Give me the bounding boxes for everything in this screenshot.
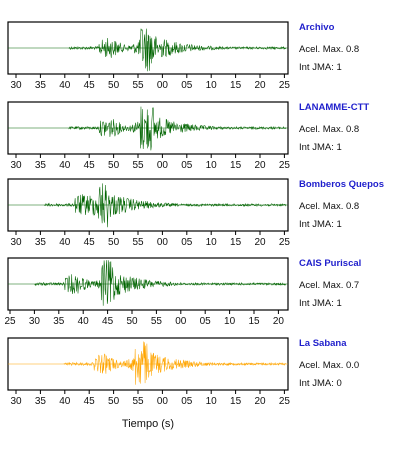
x-tick-label: 15 <box>248 316 260 327</box>
x-tick-label: 40 <box>59 160 71 171</box>
x-tick-label: 50 <box>108 160 120 171</box>
accel-max: Acel. Max. 0.8 <box>299 124 359 135</box>
x-tick-label: 10 <box>224 316 236 327</box>
x-tick-label: 45 <box>84 396 96 407</box>
x-tick-label: 20 <box>254 396 266 407</box>
x-tick-label: 00 <box>157 80 169 91</box>
x-tick-label: 20 <box>254 237 266 248</box>
waveform <box>44 183 287 228</box>
x-tick-label: 50 <box>108 237 120 248</box>
jma-intensity: Int JMA: 0 <box>299 378 342 389</box>
x-tick-label: 35 <box>35 237 47 248</box>
x-tick-label: 35 <box>35 160 47 171</box>
x-tick-label: 15 <box>230 396 242 407</box>
x-tick-label: 50 <box>126 316 138 327</box>
x-tick-label: 55 <box>132 237 144 248</box>
accel-max: Acel. Max. 0.8 <box>299 44 359 55</box>
x-tick-label: 55 <box>132 396 144 407</box>
x-axis-label: Tiempo (s) <box>122 418 174 430</box>
x-tick-label: 50 <box>108 396 120 407</box>
x-tick-label: 40 <box>59 80 71 91</box>
panel-2: 30 35 40 45 50 55 00 05 10 15 20 25 Bomberos Quepos A… <box>7 178 384 248</box>
panel-4: 30 35 40 45 50 55 00 05 10 15 20 25 La Sabana Acel. M… <box>7 337 359 407</box>
waveform <box>63 341 287 385</box>
x-tick-label: 30 <box>10 237 22 248</box>
x-tick-label: 30 <box>10 160 22 171</box>
panel-1: 30 35 40 45 50 55 00 05 10 15 20 25 LANAMME-CTT Acel.… <box>7 101 369 171</box>
x-tick-label: 20 <box>254 80 266 91</box>
x-tick-label: 15 <box>230 80 242 91</box>
x-tick-label: 40 <box>59 396 71 407</box>
x-tick-label: 50 <box>108 80 120 91</box>
x-tick-label: 25 <box>279 160 291 171</box>
panels: 30 35 40 45 50 55 00 05 10 15 20 25 Archivo Acel. Max… <box>4 21 384 407</box>
x-tick-label: 45 <box>84 237 96 248</box>
panel-0: 30 35 40 45 50 55 00 05 10 15 20 25 Archivo Acel. Max… <box>7 21 359 91</box>
x-tick-label: 05 <box>181 160 193 171</box>
x-tick-label: 45 <box>84 160 96 171</box>
x-tick-label: 00 <box>157 237 169 248</box>
x-tick-label: 25 <box>4 316 16 327</box>
x-tick-label: 00 <box>157 396 169 407</box>
station-name: Bomberos Quepos <box>299 179 384 190</box>
x-tick-label: 55 <box>151 316 163 327</box>
x-tick-label: 05 <box>200 316 212 327</box>
x-tick-label: 30 <box>29 316 41 327</box>
x-tick-label: 20 <box>254 160 266 171</box>
x-tick-label: 05 <box>181 396 193 407</box>
x-tick-label: 15 <box>230 237 242 248</box>
x-tick-label: 30 <box>10 396 22 407</box>
jma-intensity: Int JMA: 1 <box>299 298 342 309</box>
accel-max: Acel. Max. 0.7 <box>299 280 359 291</box>
x-tick-label: 30 <box>10 80 22 91</box>
x-tick-label: 35 <box>35 80 47 91</box>
station-name: CAIS Puriscal <box>299 258 361 269</box>
jma-intensity: Int JMA: 1 <box>299 219 342 230</box>
jma-intensity: Int JMA: 1 <box>299 62 342 73</box>
waveform <box>68 28 287 72</box>
x-tick-label: 10 <box>206 237 218 248</box>
x-tick-label: 45 <box>84 80 96 91</box>
x-tick-label: 45 <box>102 316 114 327</box>
station-name: Archivo <box>299 22 335 33</box>
accel-max: Acel. Max. 0.8 <box>299 201 359 212</box>
x-tick-label: 10 <box>206 80 218 91</box>
jma-intensity: Int JMA: 1 <box>299 142 342 153</box>
x-tick-label: 40 <box>59 237 71 248</box>
x-tick-label: 25 <box>279 80 291 91</box>
x-tick-label: 15 <box>230 160 242 171</box>
station-name: La Sabana <box>299 338 347 349</box>
x-tick-label: 55 <box>132 80 144 91</box>
x-tick-label: 10 <box>206 396 218 407</box>
x-tick-label: 25 <box>279 237 291 248</box>
x-tick-label: 05 <box>181 237 193 248</box>
x-tick-label: 10 <box>206 160 218 171</box>
x-tick-label: 55 <box>132 160 144 171</box>
x-tick-label: 25 <box>279 396 291 407</box>
panel-3: 25 30 35 40 45 50 55 00 05 10 15 20 CAIS Puriscal Ace… <box>4 257 361 327</box>
x-tick-label: 35 <box>53 316 65 327</box>
station-name: LANAMME-CTT <box>299 102 369 113</box>
x-tick-label: 40 <box>78 316 90 327</box>
x-tick-label: 20 <box>273 316 285 327</box>
accel-max: Acel. Max. 0.0 <box>299 360 359 371</box>
x-tick-label: 00 <box>175 316 187 327</box>
x-tick-label: 35 <box>35 396 47 407</box>
waveform <box>34 260 287 306</box>
x-tick-label: 00 <box>157 160 169 171</box>
waveform <box>68 106 287 151</box>
x-tick-label: 05 <box>181 80 193 91</box>
